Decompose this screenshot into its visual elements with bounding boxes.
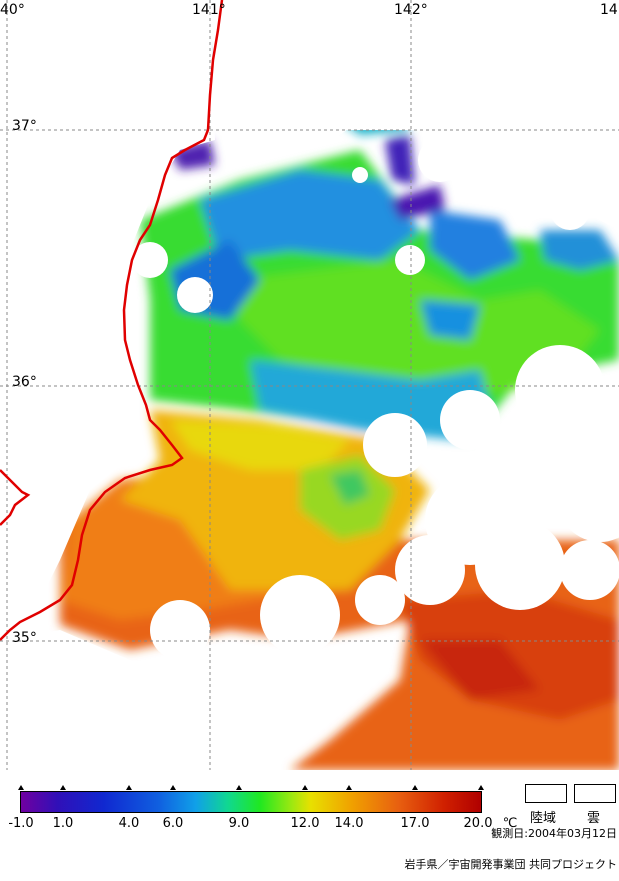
colorbar-label: 20.0	[463, 816, 493, 831]
colorbar-label: -1.0	[8, 816, 34, 831]
colorbar-label: 4.0	[118, 816, 140, 831]
cloud-label: 雲	[587, 811, 601, 826]
land-swatch	[525, 784, 567, 803]
temperature-colorbar	[18, 785, 484, 813]
colorbar-tick	[60, 785, 66, 790]
colorbar-tick	[170, 785, 176, 790]
longitude-label-141: 141°	[192, 2, 226, 18]
colorbar-label: 1.0	[52, 816, 74, 831]
colorbar-label: 9.0	[228, 816, 250, 831]
colorbar-tick	[302, 785, 308, 790]
colorbar-tick	[236, 785, 242, 790]
colorbar-tick	[346, 785, 352, 790]
latitude-label-37: 37°	[12, 118, 37, 134]
colorbar-unit: ℃	[502, 816, 518, 831]
observation-date: 観測日:2004年03月12日	[491, 827, 617, 840]
latitude-label-35: 35°	[12, 630, 37, 646]
colorbar-label: 12.0	[290, 816, 320, 831]
temperature-field	[0, 10, 619, 770]
legend-panel: -1.0 1.0 4.0 6.0 9.0 12.0 14.0 17.0 20.0…	[0, 770, 619, 881]
longitude-label-142: 142°	[394, 2, 428, 18]
cloud-swatch	[574, 784, 616, 803]
colorbar-tick	[18, 785, 24, 790]
land-label: 陸域	[530, 811, 557, 826]
colorbar-label: 17.0	[400, 816, 430, 831]
coastline	[0, 0, 224, 641]
graticule	[0, 0, 619, 770]
colorbar-label: 6.0	[162, 816, 184, 831]
longitude-label-140: 40°	[0, 2, 25, 18]
credit-text: 岩手県／宇宙開発事業団 共同プロジェクト	[404, 858, 618, 871]
latitude-label-36: 36°	[12, 374, 37, 390]
colorbar-tick	[412, 785, 418, 790]
colorbar-tick	[126, 785, 132, 790]
cloud-mask	[0, 0, 619, 770]
coastline-island	[0, 469, 31, 526]
colorbar-label: 14.0	[334, 816, 364, 831]
sea-surface-temperature-map	[0, 0, 619, 770]
colorbar-tick	[478, 785, 484, 790]
longitude-label-143: 14	[600, 2, 618, 18]
